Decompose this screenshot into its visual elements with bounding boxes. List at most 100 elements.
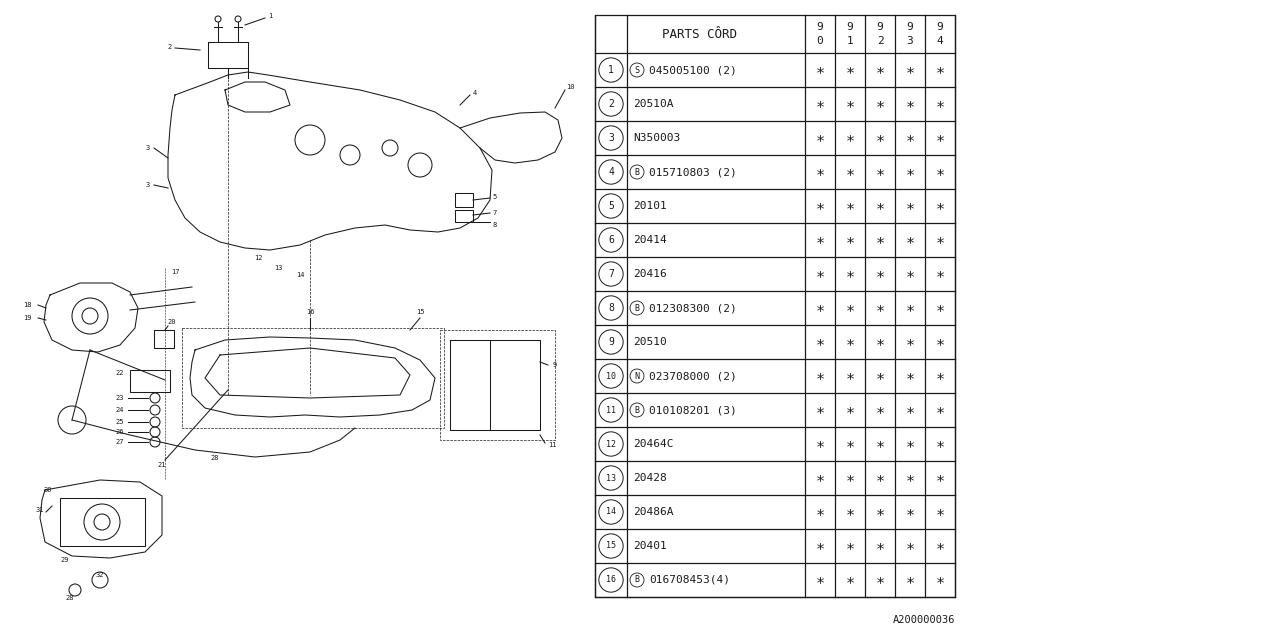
Text: ∗: ∗ — [905, 335, 915, 349]
Text: 15: 15 — [605, 541, 616, 550]
Text: ∗: ∗ — [905, 538, 915, 554]
Text: 23: 23 — [115, 395, 124, 401]
Text: ∗: ∗ — [905, 97, 915, 111]
Text: ∗: ∗ — [936, 403, 945, 417]
Text: ∗: ∗ — [936, 63, 945, 77]
Text: ∗: ∗ — [876, 232, 884, 248]
Text: ∗: ∗ — [905, 131, 915, 145]
Text: B: B — [635, 303, 640, 312]
Text: 016708453(4): 016708453(4) — [649, 575, 730, 585]
Text: ∗: ∗ — [876, 198, 884, 214]
Text: ∗: ∗ — [815, 131, 824, 145]
Text: 24: 24 — [115, 407, 124, 413]
Text: ∗: ∗ — [845, 97, 855, 111]
Text: 2: 2 — [608, 99, 614, 109]
Text: ∗: ∗ — [905, 301, 915, 316]
Text: ∗: ∗ — [815, 470, 824, 486]
Text: ∗: ∗ — [815, 198, 824, 214]
Text: ∗: ∗ — [815, 232, 824, 248]
Text: ∗: ∗ — [815, 335, 824, 349]
Text: ∗: ∗ — [876, 403, 884, 417]
Bar — [60, 498, 145, 546]
Text: 16: 16 — [306, 309, 315, 315]
Bar — [440, 330, 556, 440]
Text: 27: 27 — [115, 439, 124, 445]
Text: 0: 0 — [817, 36, 823, 46]
Text: ∗: ∗ — [936, 538, 945, 554]
Text: 20414: 20414 — [634, 235, 667, 245]
Text: ∗: ∗ — [845, 436, 855, 451]
Text: 7: 7 — [608, 269, 614, 279]
Text: ∗: ∗ — [815, 403, 824, 417]
Bar — [182, 328, 444, 428]
Text: B: B — [635, 575, 640, 584]
Text: 22: 22 — [115, 370, 124, 376]
Text: 26: 26 — [115, 429, 124, 435]
Bar — [131, 370, 170, 392]
Text: ∗: ∗ — [936, 198, 945, 214]
Text: ∗: ∗ — [815, 436, 824, 451]
Text: ∗: ∗ — [936, 335, 945, 349]
Text: 012308300 (2): 012308300 (2) — [649, 303, 737, 313]
Text: 25: 25 — [115, 419, 124, 425]
Text: ∗: ∗ — [936, 232, 945, 248]
Text: 6: 6 — [608, 235, 614, 245]
Text: 20: 20 — [168, 319, 177, 325]
Text: ∗: ∗ — [845, 301, 855, 316]
Text: ∗: ∗ — [815, 301, 824, 316]
Text: 10: 10 — [605, 371, 616, 381]
Text: ∗: ∗ — [905, 436, 915, 451]
Text: ∗: ∗ — [876, 573, 884, 588]
Text: PARTS CÔRD: PARTS CÔRD — [663, 28, 737, 40]
Text: ∗: ∗ — [936, 164, 945, 179]
Text: ∗: ∗ — [815, 369, 824, 383]
Text: 015710803 (2): 015710803 (2) — [649, 167, 737, 177]
Text: 1: 1 — [846, 36, 854, 46]
Text: ∗: ∗ — [845, 232, 855, 248]
Text: 20428: 20428 — [634, 473, 667, 483]
Text: ∗: ∗ — [845, 164, 855, 179]
Text: ∗: ∗ — [905, 369, 915, 383]
Text: 12: 12 — [605, 440, 616, 449]
Text: 20510A: 20510A — [634, 99, 673, 109]
Text: ∗: ∗ — [845, 573, 855, 588]
Text: ∗: ∗ — [876, 436, 884, 451]
Text: ∗: ∗ — [905, 232, 915, 248]
Text: ∗: ∗ — [905, 470, 915, 486]
Text: ∗: ∗ — [905, 266, 915, 282]
Text: ∗: ∗ — [815, 504, 824, 520]
Text: ∗: ∗ — [845, 131, 855, 145]
Text: ∗: ∗ — [936, 131, 945, 145]
Text: ∗: ∗ — [845, 403, 855, 417]
Text: 9: 9 — [906, 22, 914, 32]
Text: 5: 5 — [493, 194, 497, 200]
Text: B: B — [635, 168, 640, 177]
Text: 28: 28 — [65, 595, 74, 601]
Text: ∗: ∗ — [876, 335, 884, 349]
Text: 16: 16 — [605, 575, 616, 584]
Text: ∗: ∗ — [876, 97, 884, 111]
Text: ∗: ∗ — [876, 131, 884, 145]
Text: 10: 10 — [566, 84, 575, 90]
Text: 4: 4 — [472, 90, 477, 96]
Text: 14: 14 — [605, 508, 616, 516]
Text: 3: 3 — [608, 133, 614, 143]
Text: 4: 4 — [608, 167, 614, 177]
Text: 21: 21 — [157, 462, 166, 468]
Text: 9: 9 — [817, 22, 823, 32]
Text: 11: 11 — [548, 442, 557, 448]
Text: 3: 3 — [906, 36, 914, 46]
Text: 13: 13 — [274, 265, 283, 271]
Text: N350003: N350003 — [634, 133, 680, 143]
Text: 8: 8 — [493, 222, 497, 228]
Text: ∗: ∗ — [845, 504, 855, 520]
Text: 11: 11 — [605, 406, 616, 415]
Text: ∗: ∗ — [876, 369, 884, 383]
Bar — [595, 15, 955, 597]
Text: 14: 14 — [296, 272, 305, 278]
Text: 12: 12 — [253, 255, 262, 261]
Text: 9: 9 — [608, 337, 614, 347]
Text: ∗: ∗ — [936, 369, 945, 383]
Text: 010108201 (3): 010108201 (3) — [649, 405, 737, 415]
Text: 9: 9 — [553, 362, 557, 368]
